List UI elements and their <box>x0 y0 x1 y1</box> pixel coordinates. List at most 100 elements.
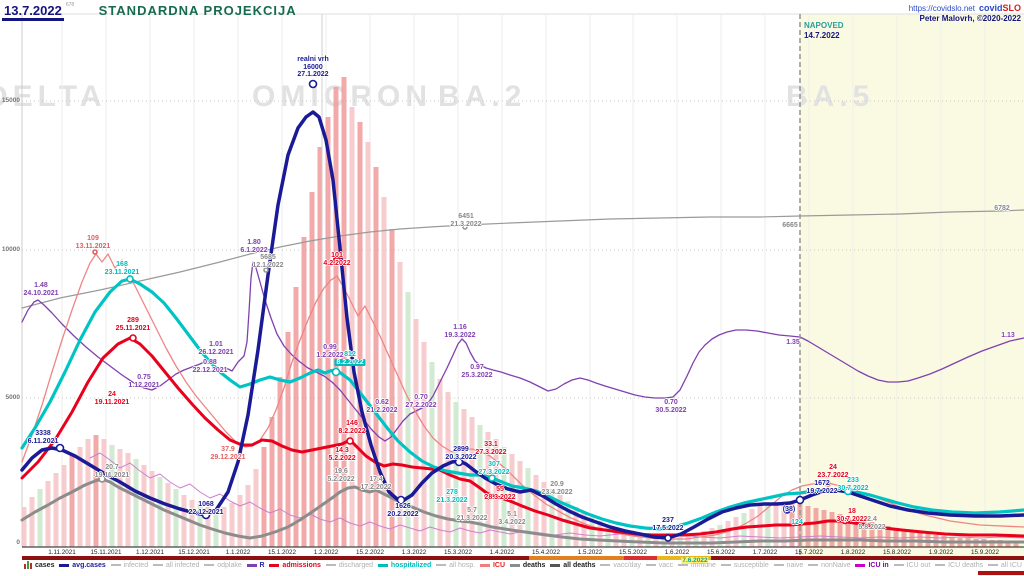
legend-line-swatch <box>152 564 163 566</box>
legend-label: hospitalized <box>390 561 432 569</box>
x-axis-label: 1.6.2022 <box>664 549 690 556</box>
legend-item-icu-deaths[interactable]: ICU deaths <box>935 562 983 569</box>
legend-line-swatch <box>325 564 336 566</box>
x-axis-label: 1.5.2022 <box>577 549 603 556</box>
data-marker <box>263 267 269 273</box>
series-legend: cases avg.cases infected all infected odplak… <box>24 561 1022 569</box>
series-hospitalized <box>20 277 1024 531</box>
page-title: STANDARDNA PROJEKCIJA <box>98 3 297 18</box>
legend-line-swatch <box>246 563 257 567</box>
legend-line-swatch <box>855 563 866 567</box>
legend-label: deaths <box>522 561 546 569</box>
data-marker <box>396 495 406 505</box>
legend-label: all hosp. <box>449 561 476 569</box>
legend-item-deaths[interactable]: deaths <box>509 561 546 569</box>
x-axis-label: 15.2.2022 <box>355 549 385 556</box>
legend-item-odplake[interactable]: odplake <box>204 562 242 569</box>
measure-strip-segment <box>22 556 529 560</box>
report-date-badge: 13.7.2022 <box>2 3 64 21</box>
legend-item-infected[interactable]: infected <box>110 561 149 569</box>
legend-label: admissions <box>282 561 321 569</box>
legend-item-icu[interactable]: ICU <box>479 562 505 569</box>
legend-item-all-hosp-[interactable]: all hosp. <box>436 562 475 569</box>
data-marker <box>462 224 468 230</box>
x-axis-highlight-date: 7.6.2022 <box>681 557 709 564</box>
legend-line-swatch <box>987 564 998 566</box>
legend-item-r[interactable]: R <box>246 561 265 569</box>
legend-label: vacc <box>658 561 674 569</box>
data-marker <box>484 492 492 500</box>
data-marker <box>129 334 137 342</box>
x-axis-label: 1.12.2021 <box>135 549 165 556</box>
series-R <box>21 261 1024 442</box>
series-ICU <box>21 253 1024 540</box>
legend-item-naive[interactable]: naive <box>773 562 803 569</box>
data-marker <box>308 79 318 89</box>
brand-covid: covid <box>978 3 1003 13</box>
data-marker <box>454 457 464 467</box>
legend-label: nonNaive <box>821 561 851 569</box>
legend-line-swatch <box>773 564 784 566</box>
forecast-region-background <box>800 14 1024 556</box>
legend-label: all infected <box>165 561 200 569</box>
legend-item-cases[interactable]: cases <box>24 561 54 569</box>
legend-label: discharged <box>338 561 373 569</box>
legend-line-swatch <box>645 564 656 566</box>
forecast-label: NAPOVED <box>804 21 844 30</box>
legend-item-icu-out[interactable]: ICU out <box>893 561 931 569</box>
legend-label: ICU out <box>906 561 931 569</box>
data-marker <box>841 517 849 525</box>
x-axis-label: 15.12.2021 <box>178 549 210 556</box>
legend-line-swatch <box>808 564 819 566</box>
legend-line-swatch <box>509 563 520 567</box>
legend-label: infected <box>123 561 149 569</box>
legend-line-swatch <box>550 563 561 567</box>
legend-line-swatch <box>479 563 490 567</box>
data-marker <box>346 437 354 445</box>
legend-item-discharged[interactable]: discharged <box>325 561 373 569</box>
legend-item-nonnaive[interactable]: nonNaive <box>808 562 851 569</box>
y-axis-label: 0 <box>16 539 20 546</box>
y-axis-label: 15000 <box>1 97 20 104</box>
legend-item-vacc[interactable]: vacc <box>645 561 674 569</box>
legend-item-all-deaths[interactable]: all deaths <box>550 562 596 569</box>
legend-item-susceptible[interactable]: susceptible <box>720 561 769 569</box>
legend-label: ICU in <box>868 561 889 569</box>
site-url-link[interactable]: https://covidslo.net <box>908 4 975 13</box>
x-axis-label: 15.9.2022 <box>970 549 1000 556</box>
series-all-deaths <box>21 209 1024 309</box>
data-marker <box>55 443 65 453</box>
x-axis-label: 1.9.2022 <box>928 549 954 556</box>
x-axis-label: 1.2.2022 <box>313 549 339 556</box>
measure-strip-segment <box>624 556 657 560</box>
legend-label: R <box>259 561 265 569</box>
legend-item-hospitalized[interactable]: hospitalized <box>377 561 432 569</box>
legend-label: cases <box>35 561 55 569</box>
measure-strip-segment <box>711 556 1024 560</box>
legend-line-swatch <box>720 564 731 566</box>
legend-item-immune[interactable]: immune <box>677 561 716 569</box>
data-marker <box>98 475 106 483</box>
legend-item-icu-in[interactable]: ICU in <box>855 561 889 569</box>
legend-label: vacc/day <box>613 561 641 569</box>
credits: https://covidslo.net covidSLO Peter Malov… <box>909 2 1021 24</box>
data-marker <box>488 474 496 482</box>
legend-label: immune <box>690 561 716 569</box>
legend-item-all-icu[interactable]: all ICU <box>987 561 1022 569</box>
legend-item-admissions[interactable]: admissions <box>269 562 321 569</box>
legend-line-swatch <box>269 563 280 567</box>
x-axis-label: 1.7.2022 <box>752 549 778 556</box>
legend-label: all ICU <box>1000 561 1022 569</box>
x-axis-label: 1.4.2022 <box>489 549 515 556</box>
legend-item-vacc-day[interactable]: vacc/day <box>600 562 641 569</box>
x-axis-label: 15.6.2022 <box>706 549 736 556</box>
legend-label: susceptible <box>733 561 769 569</box>
legend-item-all-infected[interactable]: all infected <box>152 561 200 569</box>
data-marker <box>783 506 791 514</box>
legend-line-swatch <box>204 564 215 566</box>
legend-item-avg-cases[interactable]: avg.cases <box>59 562 106 569</box>
header: 13.7.2022 678 STANDARDNA PROJEKCIJA <box>2 2 297 21</box>
forecast-label-group: NAPOVED 14.7.2022 <box>804 21 844 41</box>
